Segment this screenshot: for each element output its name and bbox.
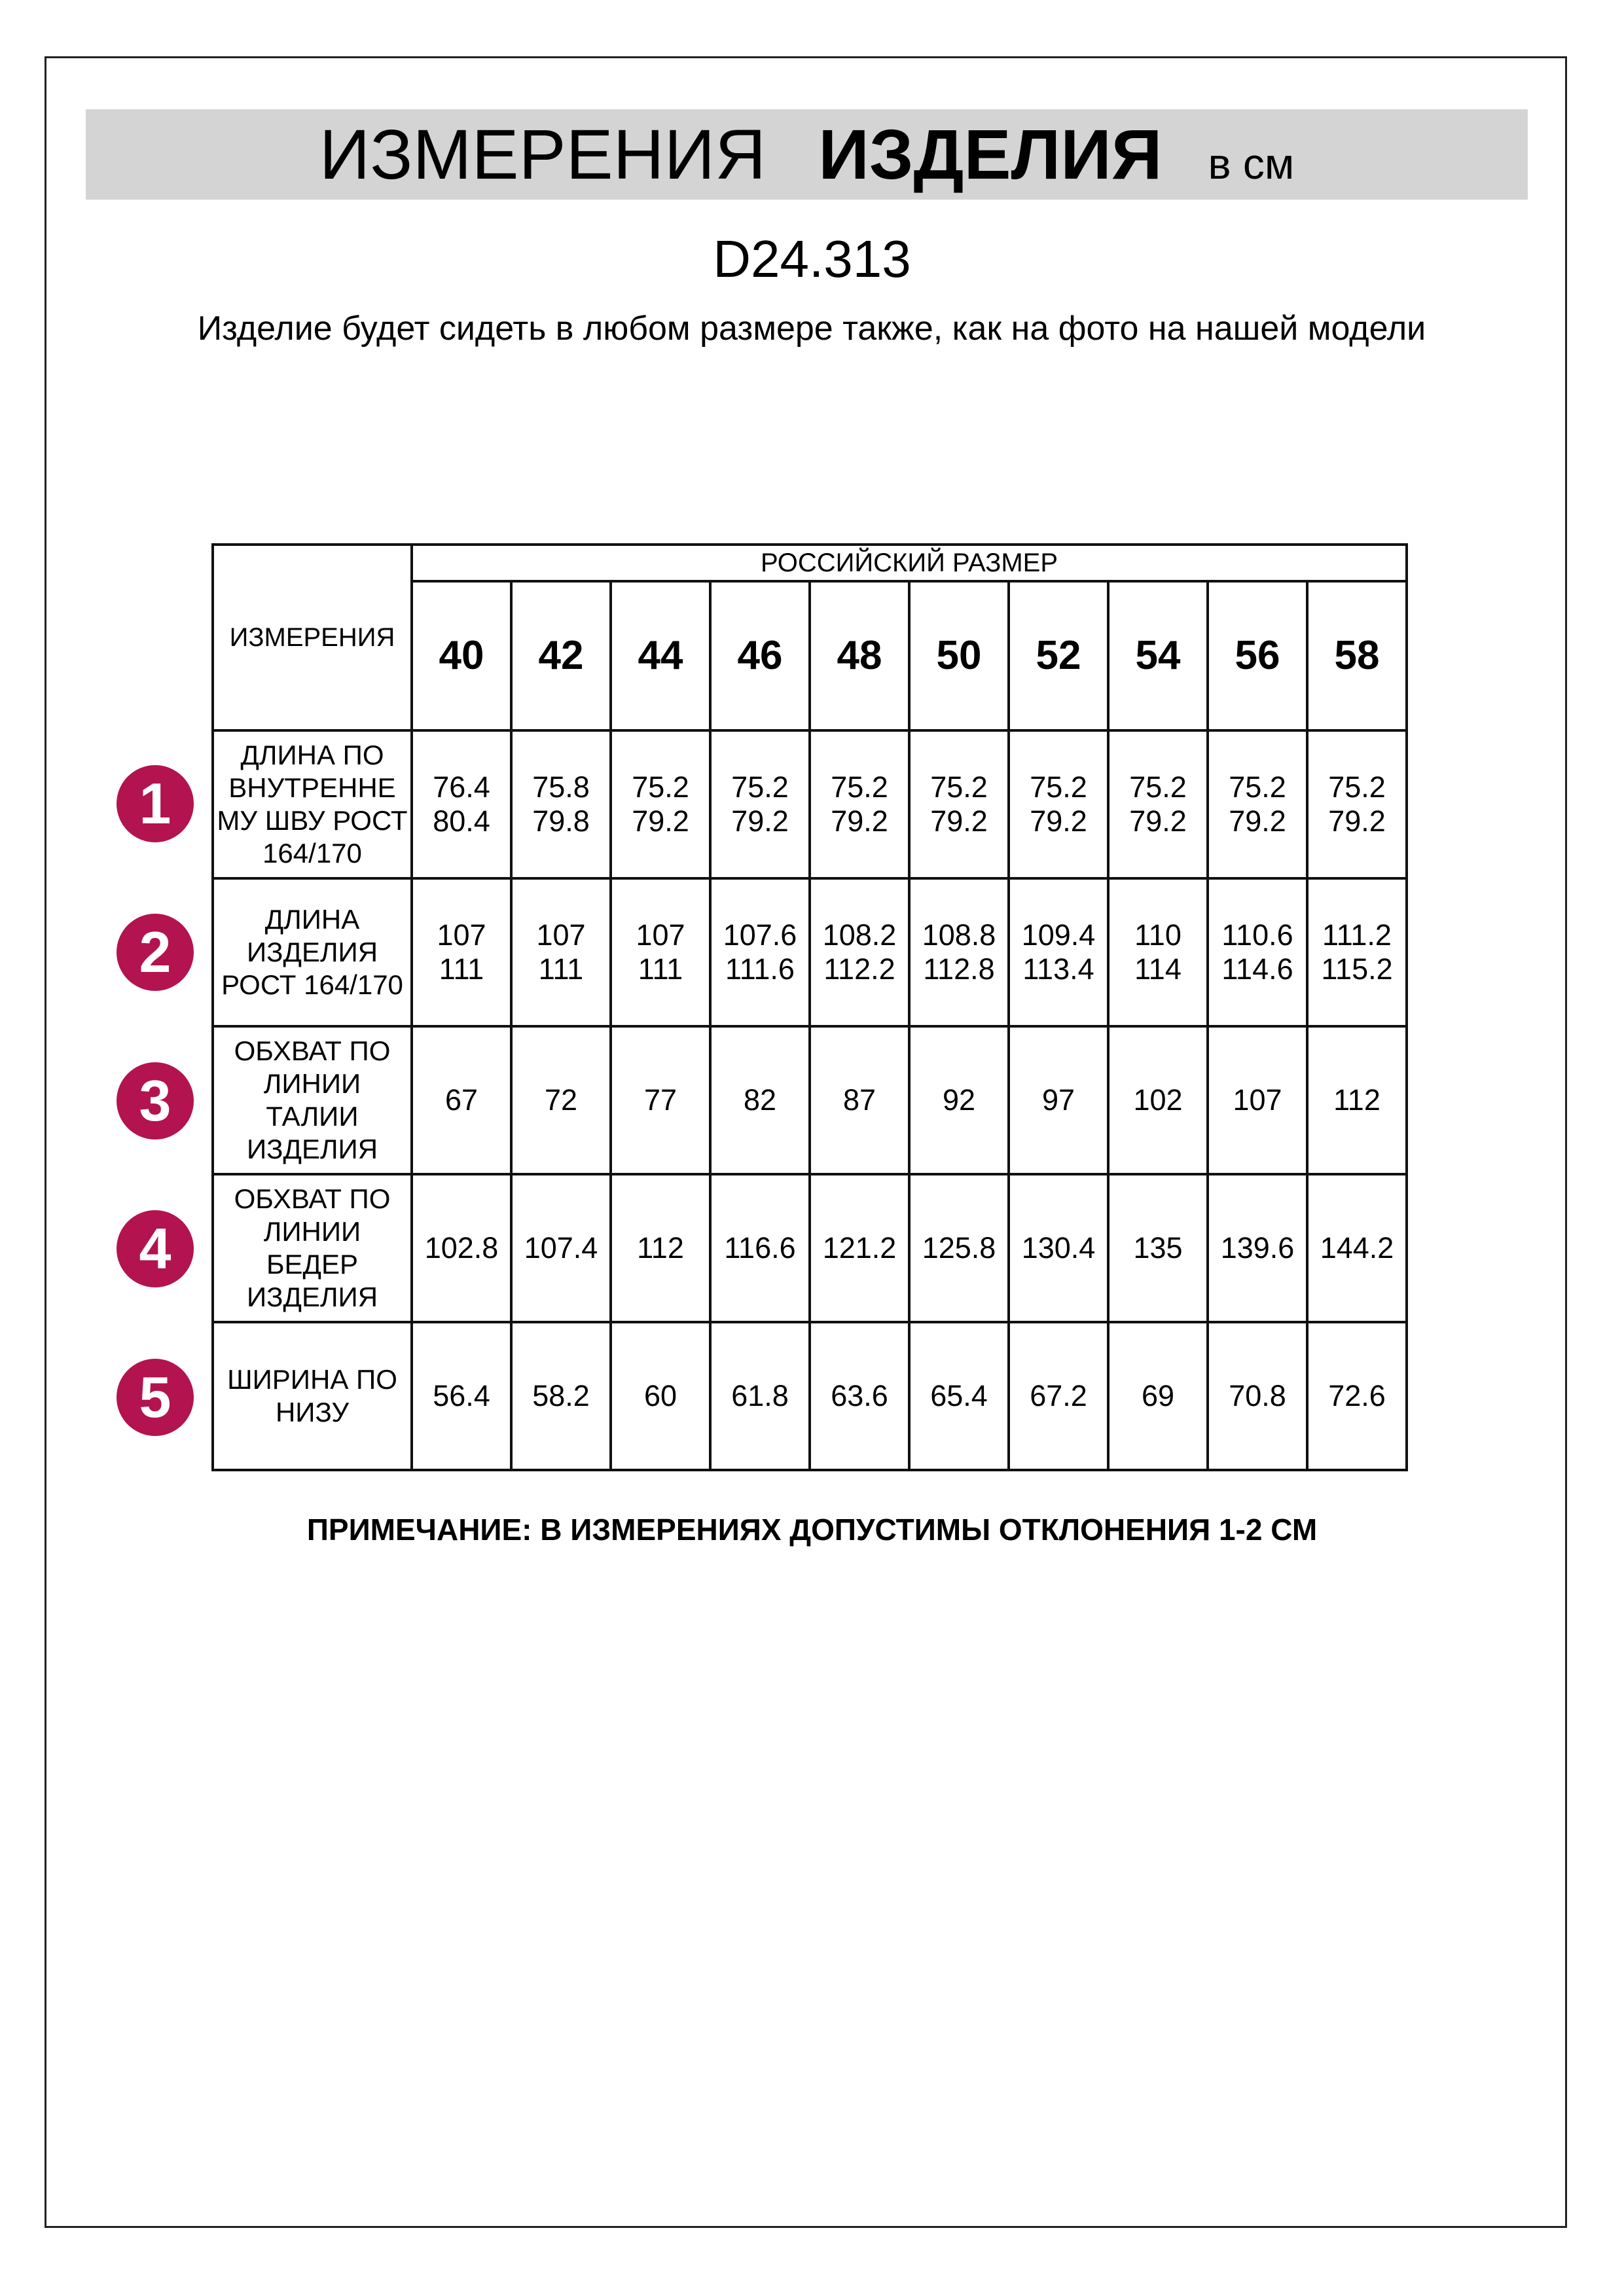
measurement-value: 82 xyxy=(709,1025,811,1175)
row-number-badge: 4 xyxy=(117,1210,194,1287)
measurement-value: 135 xyxy=(1107,1173,1209,1323)
measurement-value: 58.2 xyxy=(510,1321,612,1471)
measurement-value: 75.2 79.2 xyxy=(1306,729,1408,880)
size-header-48: 48 xyxy=(808,580,911,732)
fit-subtitle: Изделие будет сидеть в любом размере так… xyxy=(197,310,1426,348)
measurement-value: 121.2 xyxy=(808,1173,911,1323)
size-header-50: 50 xyxy=(908,580,1010,732)
table-row: ШИРИНА ПО НИЗУ 56.4 58.2 60 61.8 63.6 65.4 67.2… xyxy=(211,1321,1408,1471)
measurement-label: ШИРИНА ПО НИЗУ xyxy=(211,1321,413,1471)
table-row: ОБХВАТ ПО ЛИНИИ ТАЛИИ ИЗДЕЛИЯ 67 72 77 82 87 9… xyxy=(211,1025,1408,1175)
measurement-value: 107.6 111.6 xyxy=(709,877,811,1028)
measurement-value: 112 xyxy=(609,1173,712,1323)
measurement-value: 75.2 79.2 xyxy=(908,729,1010,880)
measurement-value: 111.2 115.2 xyxy=(1306,877,1408,1028)
measurement-value: 72.6 xyxy=(1306,1321,1408,1471)
measurement-value: 107 111 xyxy=(410,877,513,1028)
measurement-value: 75.2 79.2 xyxy=(709,729,811,880)
measurement-value: 107 xyxy=(1206,1025,1308,1175)
measurement-value: 67.2 xyxy=(1007,1321,1110,1471)
measurement-value: 60 xyxy=(609,1321,712,1471)
measurement-value: 144.2 xyxy=(1306,1173,1408,1323)
size-table: ИЗМЕРЕНИЯ РОССИЙСКИЙ РАЗМЕР 40 42 44 46 48 50… xyxy=(211,543,1408,1471)
measurement-value: 65.4 xyxy=(908,1321,1010,1471)
title-bold: ИЗДЕЛИЯ xyxy=(818,115,1163,194)
measurement-value: 107 111 xyxy=(510,877,612,1028)
row-number-badge: 3 xyxy=(117,1062,194,1139)
measurement-value: 108.2 112.2 xyxy=(808,877,911,1028)
size-header-52: 52 xyxy=(1007,580,1110,732)
measurement-value: 102.8 xyxy=(410,1173,513,1323)
measurement-value: 107 111 xyxy=(609,877,712,1028)
tolerance-note: ПРИМЕЧАНИЕ: В ИЗМЕРЕНИЯХ ДОПУСТИМЫ ОТКЛО… xyxy=(306,1513,1318,1547)
measurement-value: 108.8 112.8 xyxy=(908,877,1010,1028)
size-header-56: 56 xyxy=(1206,580,1308,732)
measurement-value: 107.4 xyxy=(510,1173,612,1323)
page-border xyxy=(45,56,1567,2228)
measurement-label: ОБХВАТ ПО ЛИНИИ ТАЛИИ ИЗДЕЛИЯ xyxy=(211,1025,413,1175)
corner-label: ИЗМЕРЕНИЯ xyxy=(211,543,413,732)
measurement-value: 110 114 xyxy=(1107,877,1209,1028)
measurement-value: 92 xyxy=(908,1025,1010,1175)
row-number-badge: 1 xyxy=(117,765,194,842)
measurement-value: 75.2 79.2 xyxy=(1007,729,1110,880)
measurement-value: 75.2 79.2 xyxy=(808,729,911,880)
table-row: ДЛИНА ИЗДЕЛИЯ РОСТ 164/170 107 111 107 111… xyxy=(211,877,1408,1028)
measurement-value: 125.8 xyxy=(908,1173,1010,1323)
size-header-46: 46 xyxy=(709,580,811,732)
measurement-value: 75.2 79.2 xyxy=(1206,729,1308,880)
measurement-value: 75.2 79.2 xyxy=(609,729,712,880)
measurement-value: 110.6 114.6 xyxy=(1206,877,1308,1028)
size-group-label: РОССИЙСКИЙ РАЗМЕР xyxy=(410,543,1408,583)
measurement-value: 116.6 xyxy=(709,1173,811,1323)
measurement-label: ОБХВАТ ПО ЛИНИИ БЕДЕР ИЗДЕЛИЯ xyxy=(211,1173,413,1323)
title-banner: ИЗМЕРЕНИЯ ИЗДЕЛИЯ в см xyxy=(86,109,1528,200)
measurement-value: 102 xyxy=(1107,1025,1209,1175)
measurement-value: 112 xyxy=(1306,1025,1408,1175)
size-header-42: 42 xyxy=(510,580,612,732)
measurement-value: 87 xyxy=(808,1025,911,1175)
measurement-value: 75.8 79.8 xyxy=(510,729,612,880)
measurement-value: 67 xyxy=(410,1025,513,1175)
measurement-value: 70.8 xyxy=(1206,1321,1308,1471)
size-header-44: 44 xyxy=(609,580,712,732)
measurement-value: 75.2 79.2 xyxy=(1107,729,1209,880)
measurement-value: 61.8 xyxy=(709,1321,811,1471)
row-number-badge: 2 xyxy=(117,914,194,991)
title-regular: ИЗМЕРЕНИЯ xyxy=(319,115,767,194)
measurement-value: 63.6 xyxy=(808,1321,911,1471)
measurement-value: 69 xyxy=(1107,1321,1209,1471)
measurement-value: 56.4 xyxy=(410,1321,513,1471)
table-row: ОБХВАТ ПО ЛИНИИ БЕДЕР ИЗДЕЛИЯ 102.8 107.4 1… xyxy=(211,1173,1408,1323)
measurement-value: 72 xyxy=(510,1025,612,1175)
measurement-value: 97 xyxy=(1007,1025,1110,1175)
measurement-value: 130.4 xyxy=(1007,1173,1110,1323)
measurement-label: ДЛИНА ИЗДЕЛИЯ РОСТ 164/170 xyxy=(211,877,413,1028)
title-unit: в см xyxy=(1208,139,1295,188)
measurement-value: 76.4 80.4 xyxy=(410,729,513,880)
measurement-value: 139.6 xyxy=(1206,1173,1308,1323)
measurement-value: 77 xyxy=(609,1025,712,1175)
size-header-58: 58 xyxy=(1306,580,1408,732)
article-code: D24.313 xyxy=(713,230,911,288)
size-header-54: 54 xyxy=(1107,580,1209,732)
measurement-value: 109.4 113.4 xyxy=(1007,877,1110,1028)
table-row: ДЛИНА ПО ВНУТРЕННЕ МУ ШВУ РОСТ 164/170 76… xyxy=(211,729,1408,880)
size-header-40: 40 xyxy=(410,580,513,732)
row-number-badge: 5 xyxy=(117,1359,194,1436)
measurement-label: ДЛИНА ПО ВНУТРЕННЕ МУ ШВУ РОСТ 164/170 xyxy=(211,729,413,880)
